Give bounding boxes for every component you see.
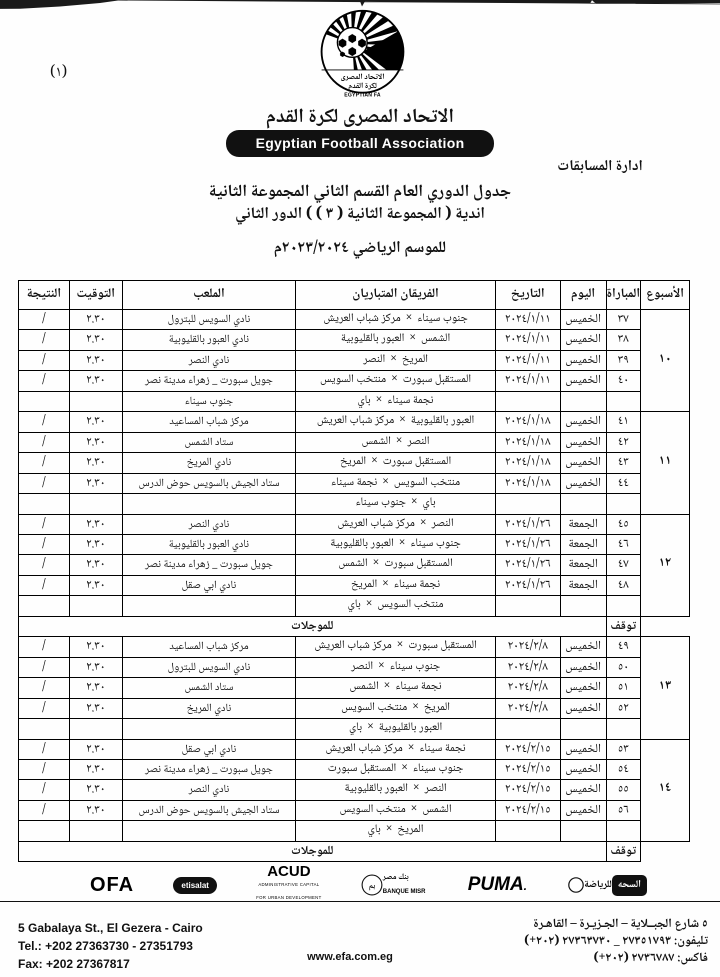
svg-text:بم: بم — [369, 880, 376, 893]
svg-text:EGYPTIAN FA: EGYPTIAN FA — [344, 92, 381, 98]
